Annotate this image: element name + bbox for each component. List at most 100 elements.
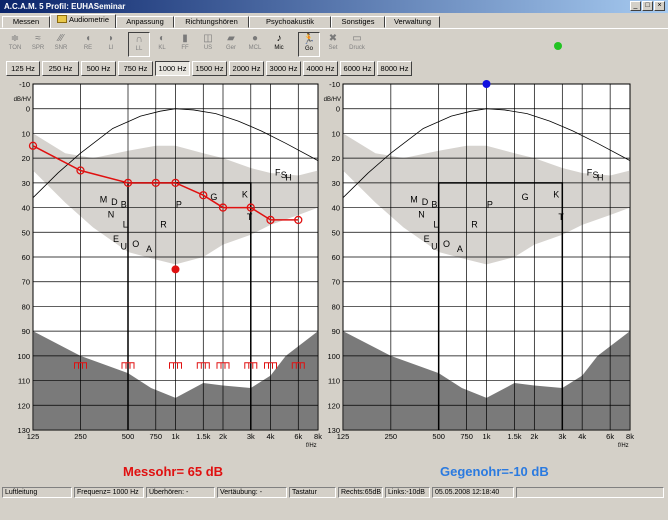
toolbar-button-us[interactable]: ◫ US (197, 32, 219, 57)
status-right-level: Rechts:65dB (338, 487, 383, 498)
phoneme-label: H (597, 172, 604, 182)
phoneme-label: R (471, 219, 478, 229)
x-tick-label: 750 (150, 432, 163, 441)
y-tick-label: 70 (332, 278, 340, 287)
y-tick-label: 50 (332, 228, 340, 237)
freq-button-8000hz[interactable]: 8000 Hz (377, 61, 412, 76)
x-tick-label: 125 (337, 432, 350, 441)
tab-divider (0, 28, 668, 29)
y-tick-label: 110 (328, 377, 340, 386)
toolbar-button-druck[interactable]: ▭ Druck (346, 32, 368, 57)
y-tick-label: 40 (332, 204, 340, 213)
insert-icon: ◫ (203, 33, 213, 44)
bone-conductor-icon: ◐ (158, 33, 166, 44)
x-tick-label: 500 (122, 432, 135, 441)
tab-psychoakustik[interactable]: Psychoakustik (249, 16, 331, 28)
tab-anpassung[interactable]: Anpassung (116, 16, 174, 28)
y-tick-label: 0 (26, 105, 30, 114)
freq-button-2000hz[interactable]: 2000 Hz (229, 61, 264, 76)
toolbar-button-label: SNR (54, 45, 68, 51)
phoneme-label: E (424, 234, 430, 244)
y-tick-label: 80 (22, 302, 30, 311)
toolbar-button-li[interactable]: ◗ LI (100, 32, 122, 57)
toolbar-button-spr[interactable]: ≈ SPR (27, 32, 49, 57)
freq-button-125hz[interactable]: 125 Hz (6, 61, 40, 76)
y-tick-label: 90 (332, 327, 340, 336)
tab-sonstiges[interactable]: Sonstiges (331, 16, 385, 28)
y-tick-label: 130 (327, 426, 340, 435)
mcl-icon: ● (251, 33, 259, 44)
x-tick-label: 3k (247, 432, 255, 441)
phoneme-label: D (422, 197, 429, 207)
device-icon: ▰ (227, 33, 235, 44)
tab-richtungshoeren[interactable]: Richtungshören (174, 16, 249, 28)
toolbar-button-label: Go (304, 46, 313, 52)
tab-audiometrie[interactable]: Audiometrie (50, 14, 116, 29)
toolbar-button-snr[interactable]: ∕∕∕ SNR (50, 32, 72, 57)
freq-button-1000hz[interactable]: 1000 Hz (155, 61, 190, 76)
phoneme-label: L (123, 219, 128, 229)
toolbar-button-ll[interactable]: ∩ LL (128, 32, 150, 57)
freq-button-6000hz[interactable]: 6000 Hz (340, 61, 375, 76)
phoneme-label: B (121, 200, 127, 210)
y-tick-label: 10 (22, 129, 30, 138)
y-tick-label: 120 (17, 401, 30, 410)
tab-audiometrie-label: Audiometrie (68, 15, 110, 24)
status-crossover: Überhören: - (146, 487, 215, 498)
close-button[interactable]: × (654, 1, 665, 11)
toolbar-button-ton[interactable]: ≑ TON (4, 32, 26, 57)
toolbar-button-label: KL (158, 45, 166, 51)
x-tick-label: 6k (294, 432, 302, 441)
toolbar-button-mcl[interactable]: ● MCL (244, 32, 266, 57)
x-axis-label: f/Hz (618, 443, 629, 449)
x-tick-label: 1k (483, 432, 491, 441)
maximize-button[interactable]: □ (642, 1, 653, 11)
phoneme-label: F (587, 167, 593, 177)
freq-button-4000hz[interactable]: 4000 Hz (303, 61, 338, 76)
x-tick-label: 1.5k (507, 432, 521, 441)
audiogram-point (28, 141, 38, 150)
freq-button-3000hz[interactable]: 3000 Hz (266, 61, 301, 76)
y-tick-label: 120 (327, 401, 340, 410)
phoneme-label: P (487, 200, 493, 210)
phoneme-label: B (431, 200, 437, 210)
status-frequency: Frequenz= 1000 Hz (74, 487, 144, 498)
gegenohr-readout: Gegenohr=-10 dB (440, 464, 549, 479)
phoneme-label: O (443, 239, 450, 249)
freq-button-250hz[interactable]: 250 Hz (42, 61, 79, 76)
freq-button-1500hz[interactable]: 1500 Hz (192, 61, 227, 76)
toolbar-button-go[interactable]: 🏃 Go (298, 32, 320, 57)
minimize-button[interactable]: _ (630, 1, 641, 11)
phoneme-label: K (553, 190, 559, 200)
toolbar-button-ff[interactable]: ▮ FF (174, 32, 196, 57)
toolbar-button-label: Ger (225, 45, 236, 51)
phoneme-label: E (113, 234, 119, 244)
audiogram-point (246, 203, 255, 212)
microphone-icon: ♪ (276, 33, 282, 44)
toolbar-button-kl[interactable]: ◐ KL (151, 32, 173, 57)
speech-range-box (127, 182, 252, 430)
toolbar-button-set[interactable]: ✖ Set (322, 32, 344, 57)
y-tick-label: 90 (22, 327, 30, 336)
x-tick-label: 6k (606, 432, 614, 441)
freq-button-500hz[interactable]: 500 Hz (81, 61, 116, 76)
toolbar-button-re[interactable]: ◖ RE (77, 32, 99, 57)
ucl-marker (169, 362, 182, 369)
y-tick-label: 40 (22, 204, 30, 213)
phoneme-label: M (100, 195, 108, 205)
phoneme-label: L (433, 219, 438, 229)
tab-messen[interactable]: Messen (2, 16, 50, 28)
freq-button-750hz[interactable]: 750 Hz (118, 61, 153, 76)
y-tick-label: 30 (332, 179, 340, 188)
phoneme-label: M (410, 195, 418, 205)
threshold-curve (342, 108, 631, 198)
toolbar-button-label: FF (181, 45, 189, 51)
y-tick-label: 130 (17, 426, 30, 435)
audiometrie-folder-icon (56, 15, 67, 23)
current-level-point (482, 80, 491, 88)
toolbar-button-ger[interactable]: ▰ Ger (220, 32, 242, 57)
toolbar-button-mic[interactable]: ♪ Mic (268, 32, 290, 57)
tab-verwaltung[interactable]: Verwaltung (385, 16, 440, 28)
